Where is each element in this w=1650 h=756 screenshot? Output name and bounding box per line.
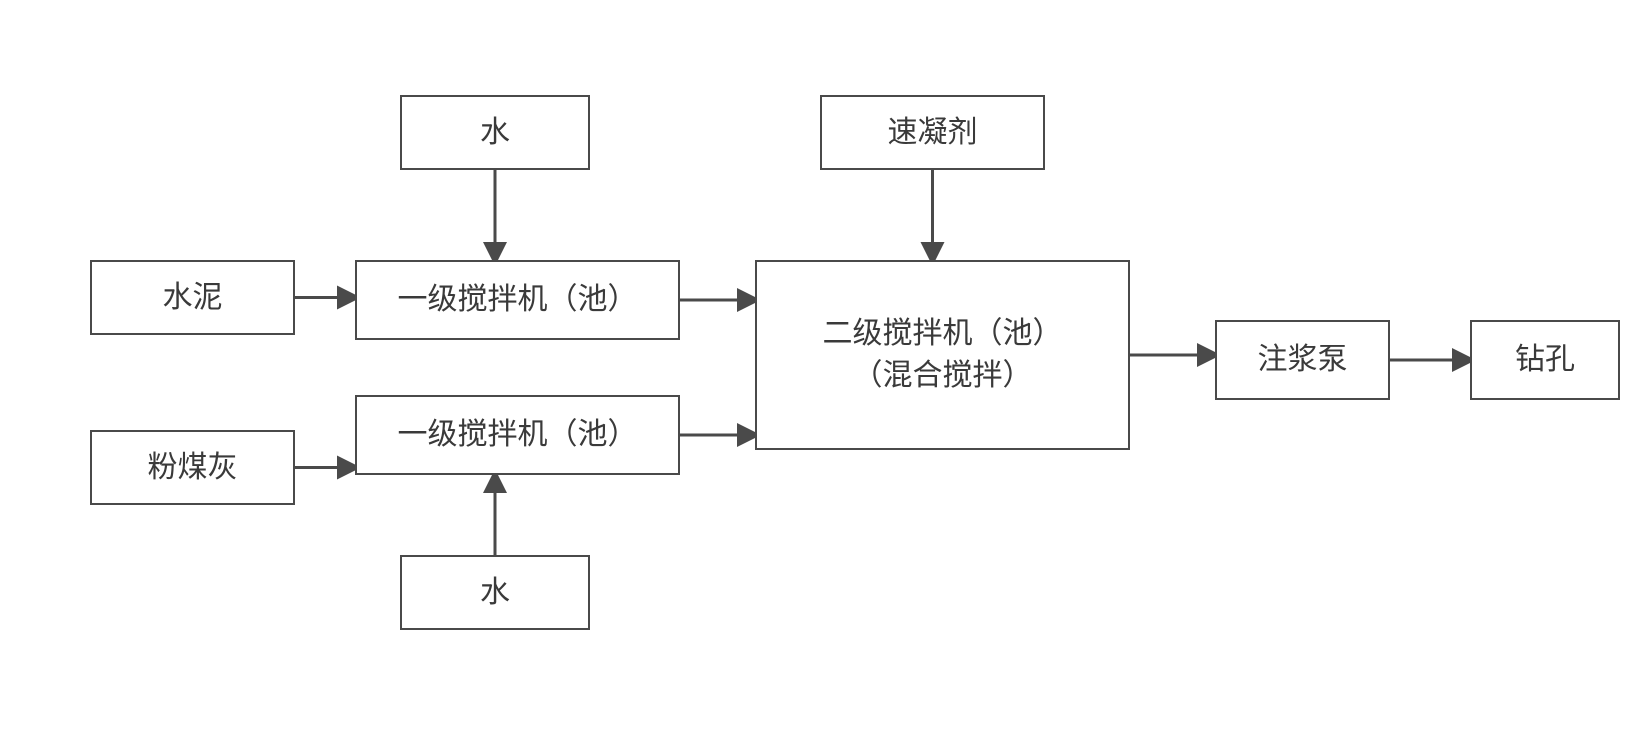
node-water_bot-label: 水 <box>480 572 510 614</box>
node-accelerator: 速凝剂 <box>820 95 1045 170</box>
node-flyash: 粉煤灰 <box>90 430 295 505</box>
node-mixer2-label2: （混合搅拌） <box>853 355 1033 397</box>
node-pump: 注浆泵 <box>1215 320 1390 400</box>
node-accelerator-label: 速凝剂 <box>888 112 978 154</box>
node-drill-label: 钻孔 <box>1515 339 1575 381</box>
node-water_top-label: 水 <box>480 112 510 154</box>
node-water_bot: 水 <box>400 555 590 630</box>
node-mixer1b-label: 一级搅拌机（池） <box>398 414 638 456</box>
node-pump-label: 注浆泵 <box>1258 339 1348 381</box>
node-mixer1a: 一级搅拌机（池） <box>355 260 680 340</box>
node-flyash-label: 粉煤灰 <box>148 447 238 489</box>
node-mixer1a-label: 一级搅拌机（池） <box>398 279 638 321</box>
node-cement: 水泥 <box>90 260 295 335</box>
node-water_top: 水 <box>400 95 590 170</box>
node-mixer2: 二级搅拌机（池）（混合搅拌） <box>755 260 1130 450</box>
node-mixer2-label: 二级搅拌机（池） <box>823 313 1063 355</box>
node-drill: 钻孔 <box>1470 320 1620 400</box>
node-cement-label: 水泥 <box>163 277 223 319</box>
node-mixer1b: 一级搅拌机（池） <box>355 395 680 475</box>
